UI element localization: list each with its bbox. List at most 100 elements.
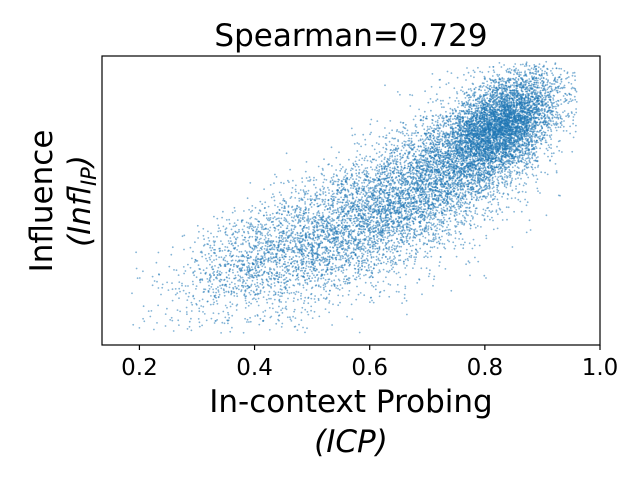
scatter-point [184, 270, 187, 272]
scatter-point [275, 236, 278, 238]
scatter-point [328, 302, 330, 304]
scatter-point [411, 208, 414, 211]
scatter-point [379, 182, 382, 185]
scatter-point [389, 175, 392, 177]
scatter-point [400, 236, 402, 239]
scatter-point [338, 179, 340, 181]
scatter-point [344, 171, 346, 174]
scatter-point [327, 204, 330, 207]
scatter-point [366, 252, 369, 255]
scatter-point [354, 200, 357, 203]
scatter-point [404, 199, 407, 202]
scatter-point [359, 292, 362, 294]
scatter-point [440, 224, 443, 227]
scatter-point [430, 222, 432, 225]
scatter-point [418, 226, 421, 228]
scatter-point [373, 237, 375, 239]
scatter-point [246, 197, 249, 200]
scatter-point [290, 196, 293, 198]
scatter-point [362, 253, 365, 256]
scatter-point [295, 270, 298, 273]
scatter-point [330, 146, 333, 149]
scatter-point [331, 195, 334, 198]
scatter-point [285, 202, 287, 205]
scatter-point [368, 217, 371, 220]
scatter-point [341, 248, 344, 251]
scatter-point [406, 198, 409, 201]
scatter-point [313, 274, 315, 277]
scatter-point [409, 93, 411, 96]
scatter-point [346, 215, 348, 217]
scatter-point [451, 197, 453, 200]
scatter-point [376, 189, 379, 192]
scatter-point [331, 179, 334, 182]
scatter-point [423, 227, 426, 230]
scatter-point [429, 216, 432, 218]
scatter-point [334, 232, 336, 235]
scatter-point [271, 212, 274, 215]
scatter-point [291, 261, 294, 263]
scatter-point [330, 226, 333, 229]
scatter-point [351, 318, 354, 320]
scatter-point [170, 316, 173, 319]
scatter-point [272, 268, 275, 270]
scatter-point [361, 265, 364, 268]
scatter-point [347, 293, 350, 296]
scatter-point [248, 321, 250, 323]
scatter-point [285, 308, 288, 311]
scatter-point [335, 238, 337, 241]
scatter-point [305, 256, 307, 259]
scatter-point [490, 196, 492, 198]
scatter-point [299, 224, 301, 227]
scatter-point [402, 232, 405, 235]
scatter-point [330, 266, 333, 268]
scatter-point [305, 190, 308, 193]
scatter-point [313, 203, 316, 206]
scatter-point [387, 213, 389, 216]
scatter-point [381, 171, 384, 174]
scatter-point [414, 260, 416, 263]
scatter-point [284, 260, 286, 263]
scatter-point [343, 186, 345, 189]
scatter-point [340, 270, 343, 273]
scatter-point [369, 301, 371, 303]
scatter-point [347, 261, 350, 264]
scatter-point [270, 297, 272, 300]
scatter-point [474, 157, 477, 160]
scatter-point [379, 217, 382, 220]
scatter-point [434, 202, 437, 205]
scatter-point [236, 271, 239, 273]
scatter-point [335, 244, 337, 246]
scatter-point [281, 265, 284, 268]
scatter-point [333, 211, 335, 214]
scatter-point [455, 255, 458, 258]
scatter-point [300, 275, 303, 277]
scatter-point [414, 155, 417, 158]
scatter-point [280, 231, 283, 234]
scatter-point [255, 285, 257, 288]
scatter-point [234, 283, 236, 285]
scatter-point [390, 187, 393, 190]
scatter-point [350, 303, 353, 306]
scatter-point [408, 137, 410, 140]
scatter-point [209, 303, 212, 306]
scatter-point [403, 192, 406, 194]
scatter-point [322, 251, 325, 254]
scatter-point [414, 248, 417, 251]
scatter-point [449, 213, 452, 216]
scatter-point [303, 300, 306, 302]
scatter-point [336, 250, 339, 253]
scatter-point [384, 151, 387, 153]
scatter-point [398, 259, 400, 262]
scatter-point [356, 193, 359, 195]
scatter-point [308, 235, 310, 238]
scatter-point [369, 133, 371, 136]
scatter-point [273, 282, 276, 284]
scatter-point [244, 285, 247, 288]
scatter-point [486, 195, 488, 198]
scatter-point [333, 195, 335, 198]
scatter-point [379, 290, 382, 293]
scatter-point [354, 188, 357, 191]
scatter-point [335, 240, 338, 243]
scatter-point [234, 276, 237, 279]
